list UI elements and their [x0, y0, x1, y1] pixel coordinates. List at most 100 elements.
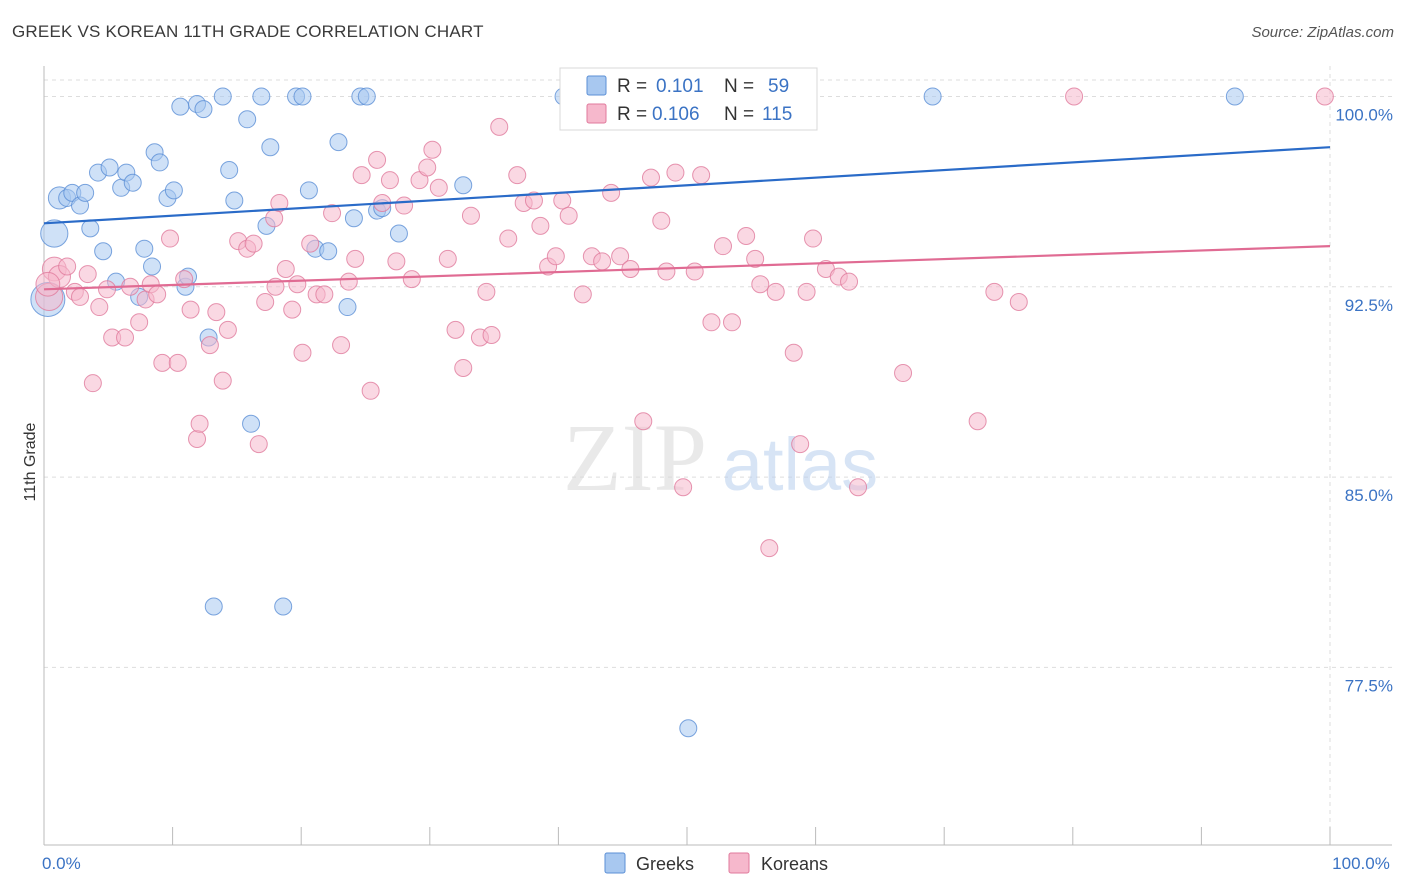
- korean-point: [323, 204, 342, 223]
- korean-point: [368, 150, 387, 169]
- korean-point: [249, 435, 268, 454]
- korean-point: [1009, 292, 1028, 311]
- greek-point: [238, 110, 257, 129]
- y-tick-label: 85.0%: [1345, 486, 1393, 505]
- korean-point: [161, 229, 180, 248]
- korean-point: [692, 166, 711, 185]
- korean-point: [1315, 87, 1334, 106]
- korean-point: [418, 158, 437, 177]
- korean-point: [508, 166, 527, 185]
- korean-point: [218, 320, 237, 339]
- legend-korean-r-label: R =: [617, 104, 647, 125]
- korean-point: [894, 364, 913, 383]
- korean-point: [244, 234, 263, 253]
- korean-point: [482, 325, 501, 344]
- x-tick-labels: 0.0% 100.0%: [42, 854, 1390, 873]
- korean-point: [213, 371, 232, 390]
- korean-point: [288, 275, 307, 294]
- korean-point: [791, 435, 810, 454]
- korean-point: [90, 298, 109, 317]
- greek-point: [252, 87, 271, 106]
- korean-point: [652, 211, 671, 230]
- greek-point: [1225, 87, 1244, 106]
- korean-point: [429, 178, 448, 197]
- watermark: ZIP atlas: [563, 404, 878, 511]
- korean-point: [256, 292, 275, 311]
- korean-point: [714, 237, 733, 256]
- legend-korean-n-value: 115: [762, 104, 792, 125]
- korean-point: [461, 206, 480, 225]
- korean-point: [148, 285, 167, 304]
- greek-point: [357, 87, 376, 106]
- korean-point: [477, 282, 496, 301]
- korean-point: [454, 358, 473, 377]
- legend-bottom: Greeks Koreans: [604, 852, 828, 874]
- korean-point: [602, 183, 621, 202]
- greek-point: [135, 239, 154, 258]
- korean-point: [423, 140, 442, 159]
- korean-point: [83, 374, 102, 393]
- legend-korean-swatch: [586, 103, 607, 124]
- greek-point: [225, 191, 244, 210]
- greek-point: [123, 173, 142, 192]
- korean-point: [116, 328, 135, 347]
- korean-point: [559, 206, 578, 225]
- greek-point: [454, 176, 473, 195]
- y-tick-label: 100.0%: [1335, 105, 1393, 124]
- korean-point: [766, 282, 785, 301]
- x-tick-label: 0.0%: [42, 854, 81, 873]
- greek-point: [338, 298, 357, 317]
- greek-point: [194, 100, 213, 119]
- korean-point: [71, 287, 90, 306]
- korean-point: [634, 412, 653, 431]
- legend-koreans-label: Koreans: [761, 854, 828, 874]
- korean-point: [968, 412, 987, 431]
- x-tick-label: 100.0%: [1332, 854, 1390, 873]
- legend-korean-n-label: N =: [724, 104, 754, 125]
- legend-greek-r-value: 0.101: [656, 76, 704, 97]
- korean-point: [641, 168, 660, 187]
- korean-point: [702, 313, 721, 332]
- korean-point: [207, 303, 226, 322]
- y-tick-labels: 77.5% 85.0% 92.5% 100.0%: [1335, 105, 1393, 695]
- korean-point: [283, 300, 302, 319]
- korean-point: [438, 249, 457, 268]
- korean-point: [352, 166, 371, 185]
- greek-point: [220, 161, 239, 180]
- korean-point: [153, 353, 172, 372]
- korean-point: [190, 414, 209, 433]
- korean-point: [985, 282, 1004, 301]
- korean-point: [849, 478, 868, 497]
- greek-point: [389, 224, 408, 243]
- greek-point: [76, 183, 95, 202]
- greek-point: [261, 138, 280, 157]
- korean-point: [276, 259, 295, 278]
- korean-point: [380, 171, 399, 190]
- korean-point: [723, 313, 742, 332]
- korean-point: [611, 247, 630, 266]
- trend-lines: [43, 146, 1331, 291]
- korean-point: [524, 191, 543, 210]
- greek-point: [293, 87, 312, 106]
- korean-point: [760, 539, 779, 558]
- greek-point: [40, 219, 69, 248]
- korean-point: [674, 478, 693, 497]
- korean-point: [402, 270, 421, 289]
- y-tick-label: 77.5%: [1345, 676, 1393, 695]
- korean-point: [346, 249, 365, 268]
- korean-point: [35, 271, 61, 297]
- greek-trend-line: [43, 146, 1331, 225]
- legend-top: R = 0.101 N = 59 R = 0.106 N = 115: [559, 67, 818, 131]
- greek-point: [204, 597, 223, 616]
- korean-point: [181, 300, 200, 319]
- korean-point: [593, 252, 612, 271]
- korean-points: [35, 87, 1334, 558]
- greek-point: [81, 219, 100, 238]
- chart-title: GREEK VS KOREAN 11TH GRADE CORRELATION C…: [12, 22, 484, 41]
- korean-point: [553, 191, 572, 210]
- korean-point: [361, 381, 380, 400]
- korean-point: [784, 343, 803, 362]
- greek-point: [679, 719, 698, 738]
- legend-koreans-swatch: [728, 852, 750, 874]
- korean-point: [315, 285, 334, 304]
